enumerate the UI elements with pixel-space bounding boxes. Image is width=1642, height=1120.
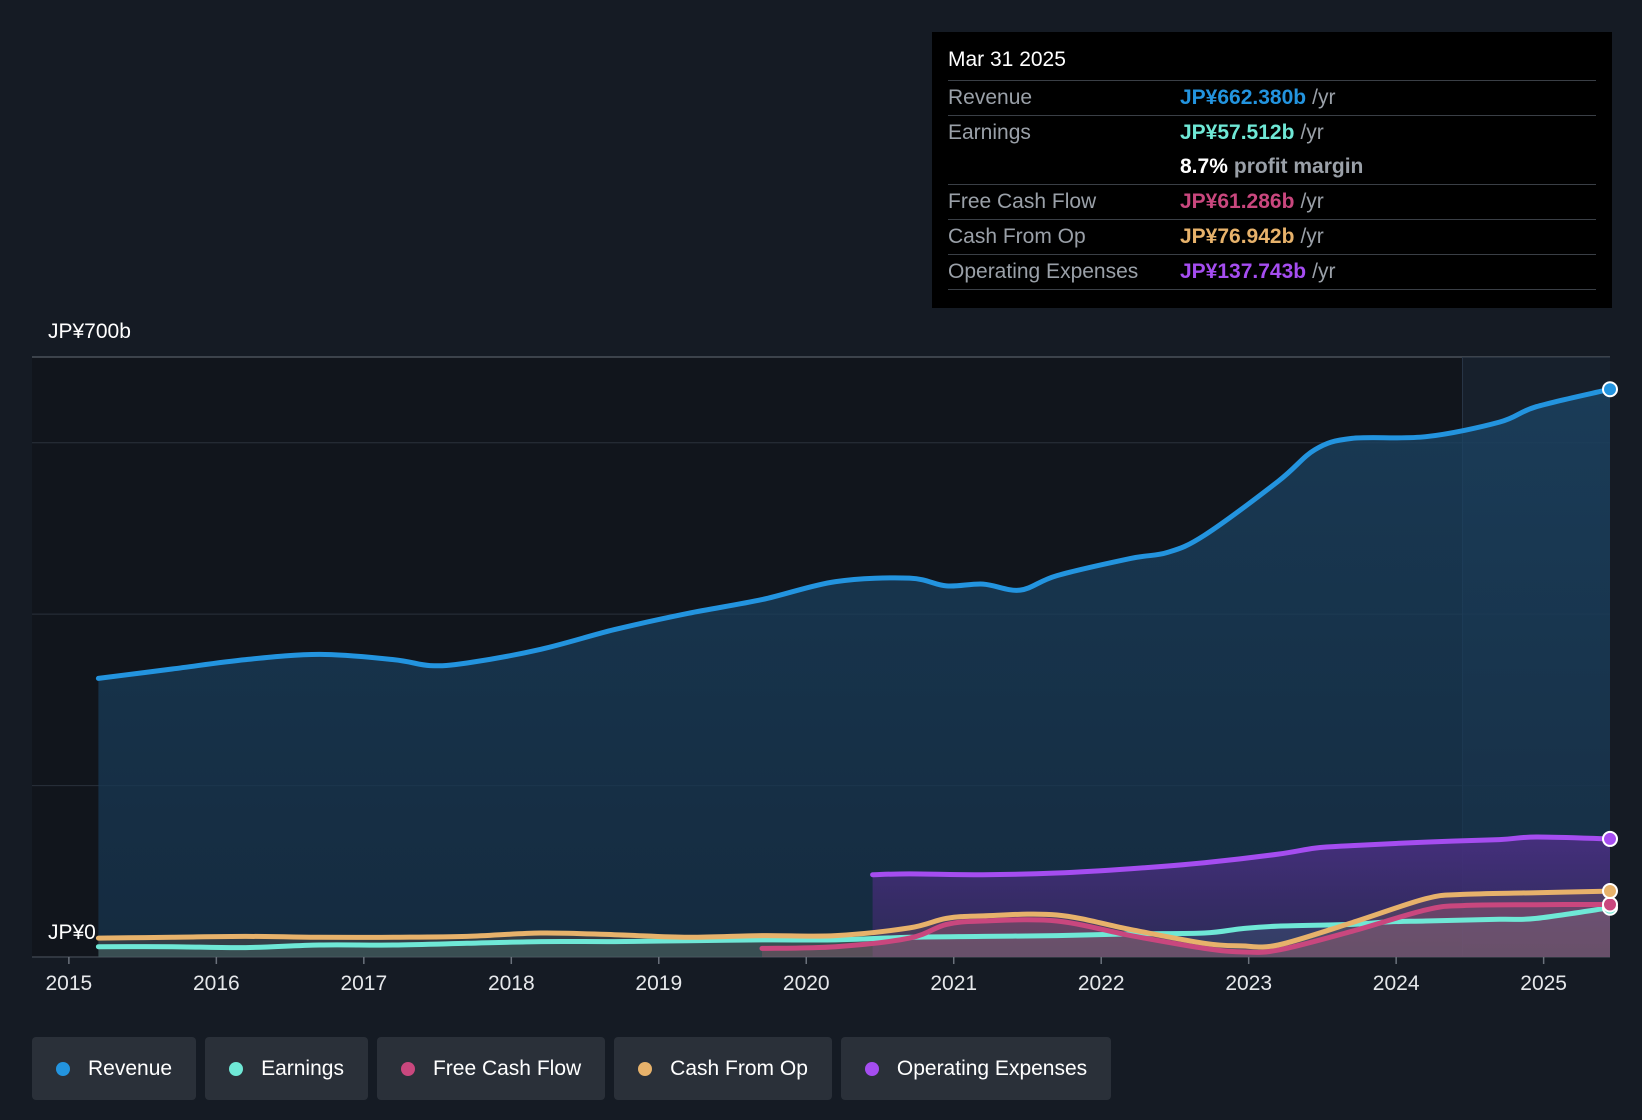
series-endpoints [1602,381,1618,916]
operating-expenses-endpoint [1602,830,1618,847]
tooltip-unit: /yr [1312,260,1336,283]
cash-from-op-area [98,891,1610,957]
legend-item-free-cash-flow[interactable]: Free Cash Flow [376,1037,606,1100]
operating-expenses-area [872,836,1610,957]
tooltip-value: JP¥76.942b [1180,225,1295,248]
x-axis: 2015 2016 2017 2018 2019 2020 2021 2022 2023 2024… [46,957,1567,995]
legend-item-revenue[interactable]: Revenue [32,1037,197,1100]
operating-expenses-line [870,834,1613,878]
legend-label: Free Cash Flow [432,1056,582,1080]
series-lines [95,386,1613,955]
tooltip-value: JP¥57.512b [1180,121,1295,144]
tooltip-date: Mar 31 2025 [948,46,1596,81]
legend-label: Cash From Op [670,1056,808,1080]
legend-dot-icon [864,1061,879,1076]
revenue-line [95,386,1613,681]
legend-dot-icon [638,1061,653,1076]
legend-dot-icon [229,1061,244,1076]
tooltip-unit: /yr [1312,86,1336,109]
tooltip-unit: /yr [1300,190,1324,213]
tooltip-label: Operating Expenses [948,260,1139,283]
free-cash-flow-line [759,902,1613,955]
legend-dot-icon [400,1061,415,1076]
tooltip-value: JP¥662.380b [1180,86,1307,109]
tooltip-unit: /yr [1300,121,1324,144]
x-tick-label: 2018 [488,972,535,995]
tooltip-value: JP¥137.743b [1180,260,1307,283]
y-axis-top-label: JP¥700b [48,320,131,343]
x-tick-label: 2024 [1373,972,1420,995]
cash-from-op-endpoint [1602,883,1618,900]
legend-label: Revenue [88,1056,173,1080]
legend-item-earnings[interactable]: Earnings [205,1037,368,1100]
x-tick-label: 2017 [340,972,387,995]
legend-label: Operating Expenses [896,1056,1088,1080]
tooltip-row-cash-from-op: Cash From Op JP¥76.942b /yr [948,220,1596,255]
legend: Revenue Earnings Free Cash Flow Cash Fro… [32,1037,1112,1100]
x-tick-label: 2023 [1225,972,1272,995]
legend-item-operating-expenses[interactable]: Operating Expenses [840,1037,1112,1100]
y-axis-bottom-label: JP¥0 [48,921,96,944]
tooltip-unit: profit margin [1233,155,1364,178]
tooltip-label: Revenue [948,86,1033,109]
tooltip-value: JP¥61.286b [1180,190,1295,213]
tooltip-row-profit-margin: 8.7% profit margin [948,150,1596,185]
tooltip-value: 8.7% [1180,155,1228,178]
x-tick-label: 2019 [635,972,682,995]
legend-label: Earnings [261,1056,344,1080]
revenue-endpoint [1602,381,1618,398]
cash-from-op-line [95,888,1613,950]
tooltip-row-free-cash-flow: Free Cash Flow JP¥61.286b /yr [948,185,1596,220]
x-tick-label: 2015 [46,972,93,995]
legend-item-cash-from-op[interactable]: Cash From Op [614,1037,832,1100]
revenue-area [98,389,1610,957]
tooltip-label: Earnings [948,121,1031,144]
x-tick-label: 2020 [783,972,830,995]
tooltip-row-revenue: Revenue JP¥662.380b /yr [948,81,1596,116]
x-tick-label: 2016 [193,972,240,995]
tooltip-label [948,150,1180,184]
tooltip-row-operating-expenses: Operating Expenses JP¥137.743b /yr [948,255,1596,290]
tooltip-unit: /yr [1300,225,1324,248]
tooltip-row-earnings: Earnings JP¥57.512b /yr [948,116,1596,150]
tooltip-label: Free Cash Flow [948,190,1097,213]
free-cash-flow-endpoint [1602,896,1618,913]
legend-dot-icon [56,1061,70,1076]
tooltip-panel: Mar 31 2025 Revenue JP¥662.380b /yr Earn… [932,32,1612,308]
x-tick-label: 2021 [930,972,977,995]
x-tick-label: 2025 [1520,972,1567,995]
x-tick-label: 2022 [1078,972,1125,995]
tooltip-label: Cash From Op [948,225,1086,248]
